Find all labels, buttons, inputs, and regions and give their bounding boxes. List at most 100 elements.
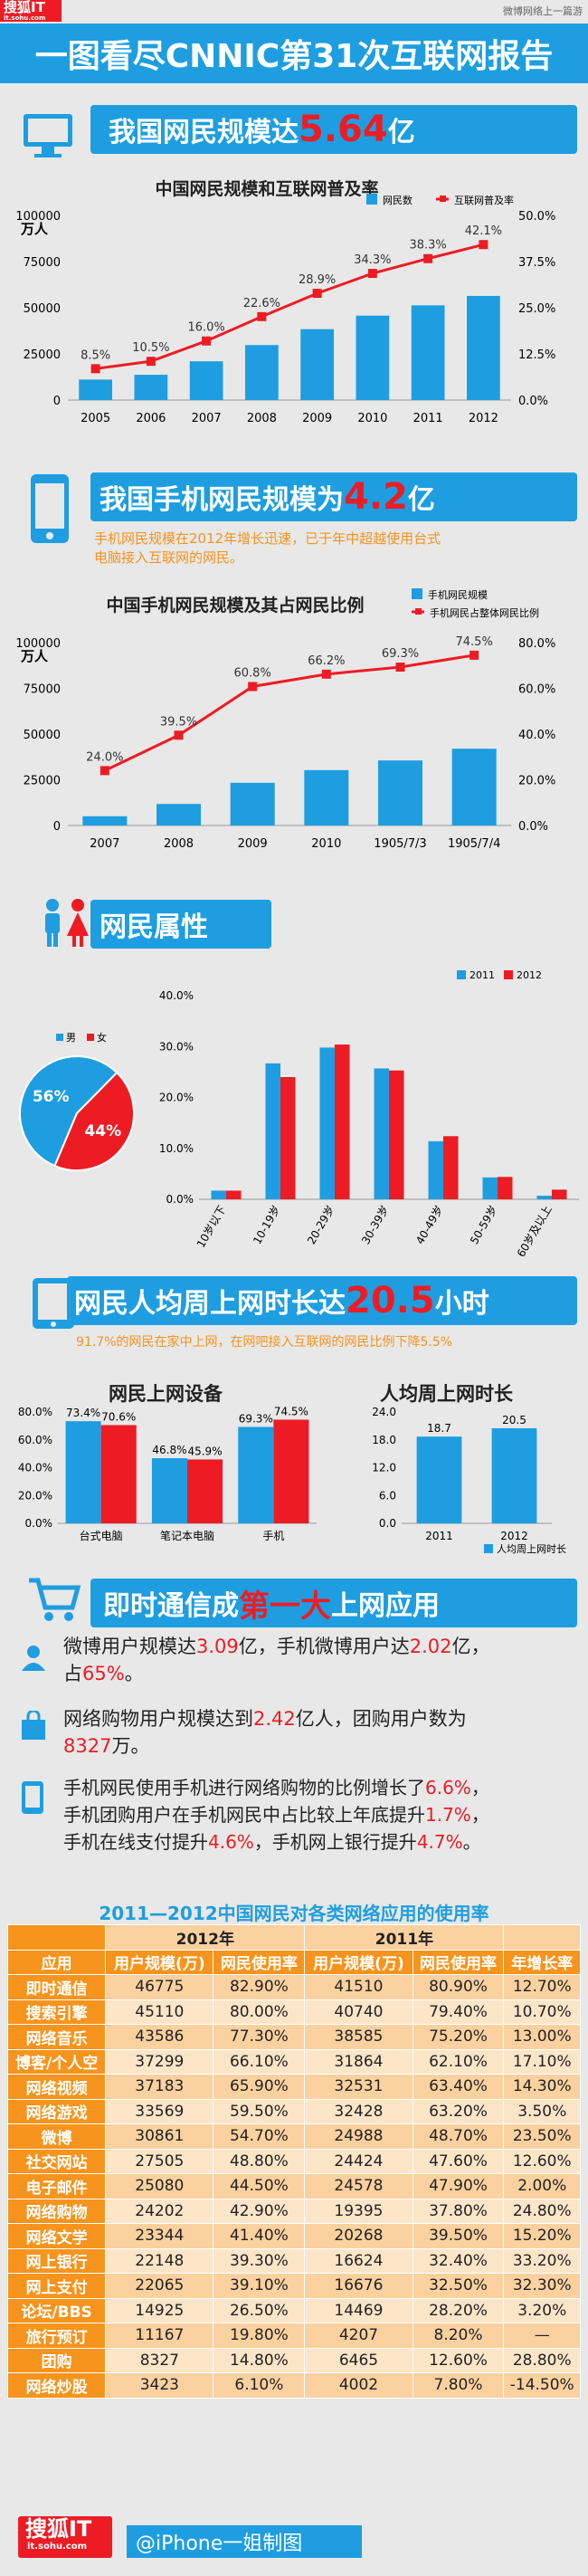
table-row: 电子邮件 25080 44.50% 24578 47.90% 2.00%: [6, 2173, 581, 2199]
y-tick-label: 40.0%: [18, 1462, 52, 1474]
x-tick-label: 60岁及以上: [514, 1203, 555, 1259]
section5-headline-suffix: 上网应用: [331, 1590, 440, 1622]
section4-headline-bar: 网民人均周上网时长达 20.5 小时: [67, 1276, 577, 1325]
legend-swatch-bar: [412, 588, 422, 599]
stat-mobile-text5: 手机在线支付提升: [63, 1831, 208, 1853]
bar: [411, 305, 445, 400]
table-cell: -14.50%: [503, 2372, 581, 2399]
legend-label: 网民数: [383, 195, 413, 206]
table-cell: 33.20%: [503, 2247, 581, 2274]
table-cell: 41510: [304, 1974, 413, 2000]
x-tick-label: 台式电脑: [80, 1529, 123, 1542]
section2-headline-bar: 我国手机网民规模为 4.2 亿: [90, 472, 577, 521]
x-tick-label: 2008: [164, 837, 194, 851]
table-cell: 16624: [304, 2247, 413, 2274]
table-cell: 79.40%: [412, 1999, 505, 2025]
bar-data-label: 69.3%: [239, 1412, 273, 1425]
x-tick-label: 10岁以下: [194, 1203, 229, 1250]
stat-mobile-value3: 4.6%: [208, 1831, 254, 1853]
bar: [300, 329, 334, 400]
y-tick-label: 0: [53, 395, 61, 408]
y-axis-unit: 万人: [20, 648, 49, 664]
table-row-app-name: 网络游戏: [6, 2098, 107, 2124]
x-tick-label: 20-29岁: [304, 1203, 337, 1246]
bar-data-label: 18.7: [427, 1422, 451, 1435]
page-title: 一图看尽CNNIC第31次互联网报告: [34, 38, 554, 75]
bar: [498, 1177, 513, 1199]
bar: [451, 749, 497, 825]
usage-table: 2012年 2011年 应用 用户规模(万) 网民使用率 用户规模(万) 网民使用率 年增…: [6, 1924, 581, 2399]
y-tick-label: 10.0%: [159, 1142, 194, 1155]
stat-mobile-text6: ，手机网上银行提升: [253, 1831, 417, 1853]
table-cell: 19395: [304, 2198, 413, 2224]
stat-shopping-text3: 万。: [111, 1735, 150, 1757]
footer-credit-text: @iPhone一姐制图: [136, 2533, 303, 2555]
y2-tick-label: 0.0%: [518, 395, 548, 408]
table-cell: 8.20%: [412, 2323, 505, 2349]
stat-shopping-text: 网络购物用户规模达到: [63, 1708, 253, 1730]
table-cell: 63.40%: [412, 2074, 505, 2100]
bar: [134, 375, 168, 400]
section1-headline-prefix: 我国网民规模达: [109, 117, 299, 148]
bar: [238, 1426, 274, 1523]
shopping-cart-icon: [27, 1575, 81, 1626]
bar-data-label: 73.4%: [66, 1407, 100, 1419]
y2-tick-label: 50.0%: [518, 210, 555, 224]
bar: [187, 1459, 223, 1523]
chart2-mobile-users: 0 25000 50000 75000 100000 0.0% 20.0% 40.0% 60.0…: [15, 588, 555, 851]
x-tick-label: 1905/7/4: [448, 837, 500, 851]
header-watermark: 微博网络上一篇游: [503, 5, 583, 17]
y2-tick-label: 12.5%: [518, 348, 555, 362]
table-row: 网上银行 22148 39.30% 16624 32.40% 33.20%: [6, 2247, 581, 2274]
table-group-2012: 2012年: [105, 1924, 306, 1951]
y-tick-label: 0: [53, 820, 61, 834]
y-tick-label: 0.0: [379, 1517, 396, 1530]
table-row-app-name: 网上银行: [6, 2247, 107, 2274]
stat-mobile-value4: 4.7%: [416, 1831, 463, 1853]
table-cell: 24202: [105, 2198, 214, 2224]
bar-data-label: 20.5: [502, 1414, 526, 1426]
page-title-banner: 一图看尽CNNIC第31次互联网报告: [0, 24, 588, 83]
table-row-app-name: 论坛/BBS: [6, 2297, 107, 2323]
y-tick-label: 75000: [24, 256, 61, 270]
shopping-bag-icon: [20, 1709, 47, 1741]
stat-mobile: 手机网民使用手机进行网络购物的比例增长了6.6%， 手机团购用户在手机网民中占比较…: [63, 1774, 588, 1856]
stat-mobile-text2: ，: [470, 1777, 489, 1798]
x-tick-label: 2005: [81, 412, 110, 425]
table-column-header: 网民使用率: [213, 1949, 306, 1975]
line-data-label: 38.3%: [409, 239, 446, 253]
table-cell: 33569: [105, 2098, 214, 2124]
y-tick-label: 50000: [24, 729, 61, 742]
table-cell: 14469: [304, 2297, 413, 2323]
chart1-title: 中国网民规模和互联网普及率: [155, 179, 379, 199]
bar: [189, 361, 223, 400]
table-cell: 32.30%: [503, 2273, 581, 2299]
table-row-app-name: 网络视频: [6, 2074, 107, 2100]
bar: [374, 1068, 389, 1199]
header-logo-text: 搜狐IT: [4, 0, 45, 15]
section2-headline-number: 4.2: [344, 476, 408, 518]
table-row: 网络游戏 33569 59.50% 32428 63.20% 3.50%: [6, 2098, 581, 2124]
table-row: 论坛/BBS 14925 26.50% 14469 28.20% 3.20%: [6, 2297, 581, 2323]
table-cell: 45110: [105, 1999, 214, 2025]
stat-shopping-value2: 8327: [63, 1735, 112, 1757]
table-row-app-name: 微博: [6, 2123, 107, 2150]
bar: [100, 1425, 137, 1523]
y-tick-label: 25000: [24, 348, 61, 362]
x-tick-label: 40-49岁: [413, 1203, 445, 1246]
table-cell: 28.20%: [412, 2297, 505, 2323]
bar: [156, 804, 201, 825]
stat-weibo-text3: 亿，: [451, 1636, 490, 1657]
table-cell: 12.60%: [503, 2148, 581, 2174]
line-point: [395, 663, 405, 673]
table-cell: 12.70%: [503, 1974, 581, 2000]
section4-headline-number: 20.5: [346, 1280, 435, 1321]
table-row: 搜索引擎 45110 80.00% 40740 79.40% 10.70%: [6, 1999, 581, 2025]
y-tick-label: 12.0: [372, 1462, 396, 1474]
table-cell: 44.50%: [213, 2173, 306, 2199]
line-point: [423, 253, 433, 263]
bar: [335, 1045, 350, 1199]
table-cell: —: [503, 2323, 581, 2349]
bar: [443, 1136, 459, 1199]
male-female-icon: [40, 898, 90, 949]
